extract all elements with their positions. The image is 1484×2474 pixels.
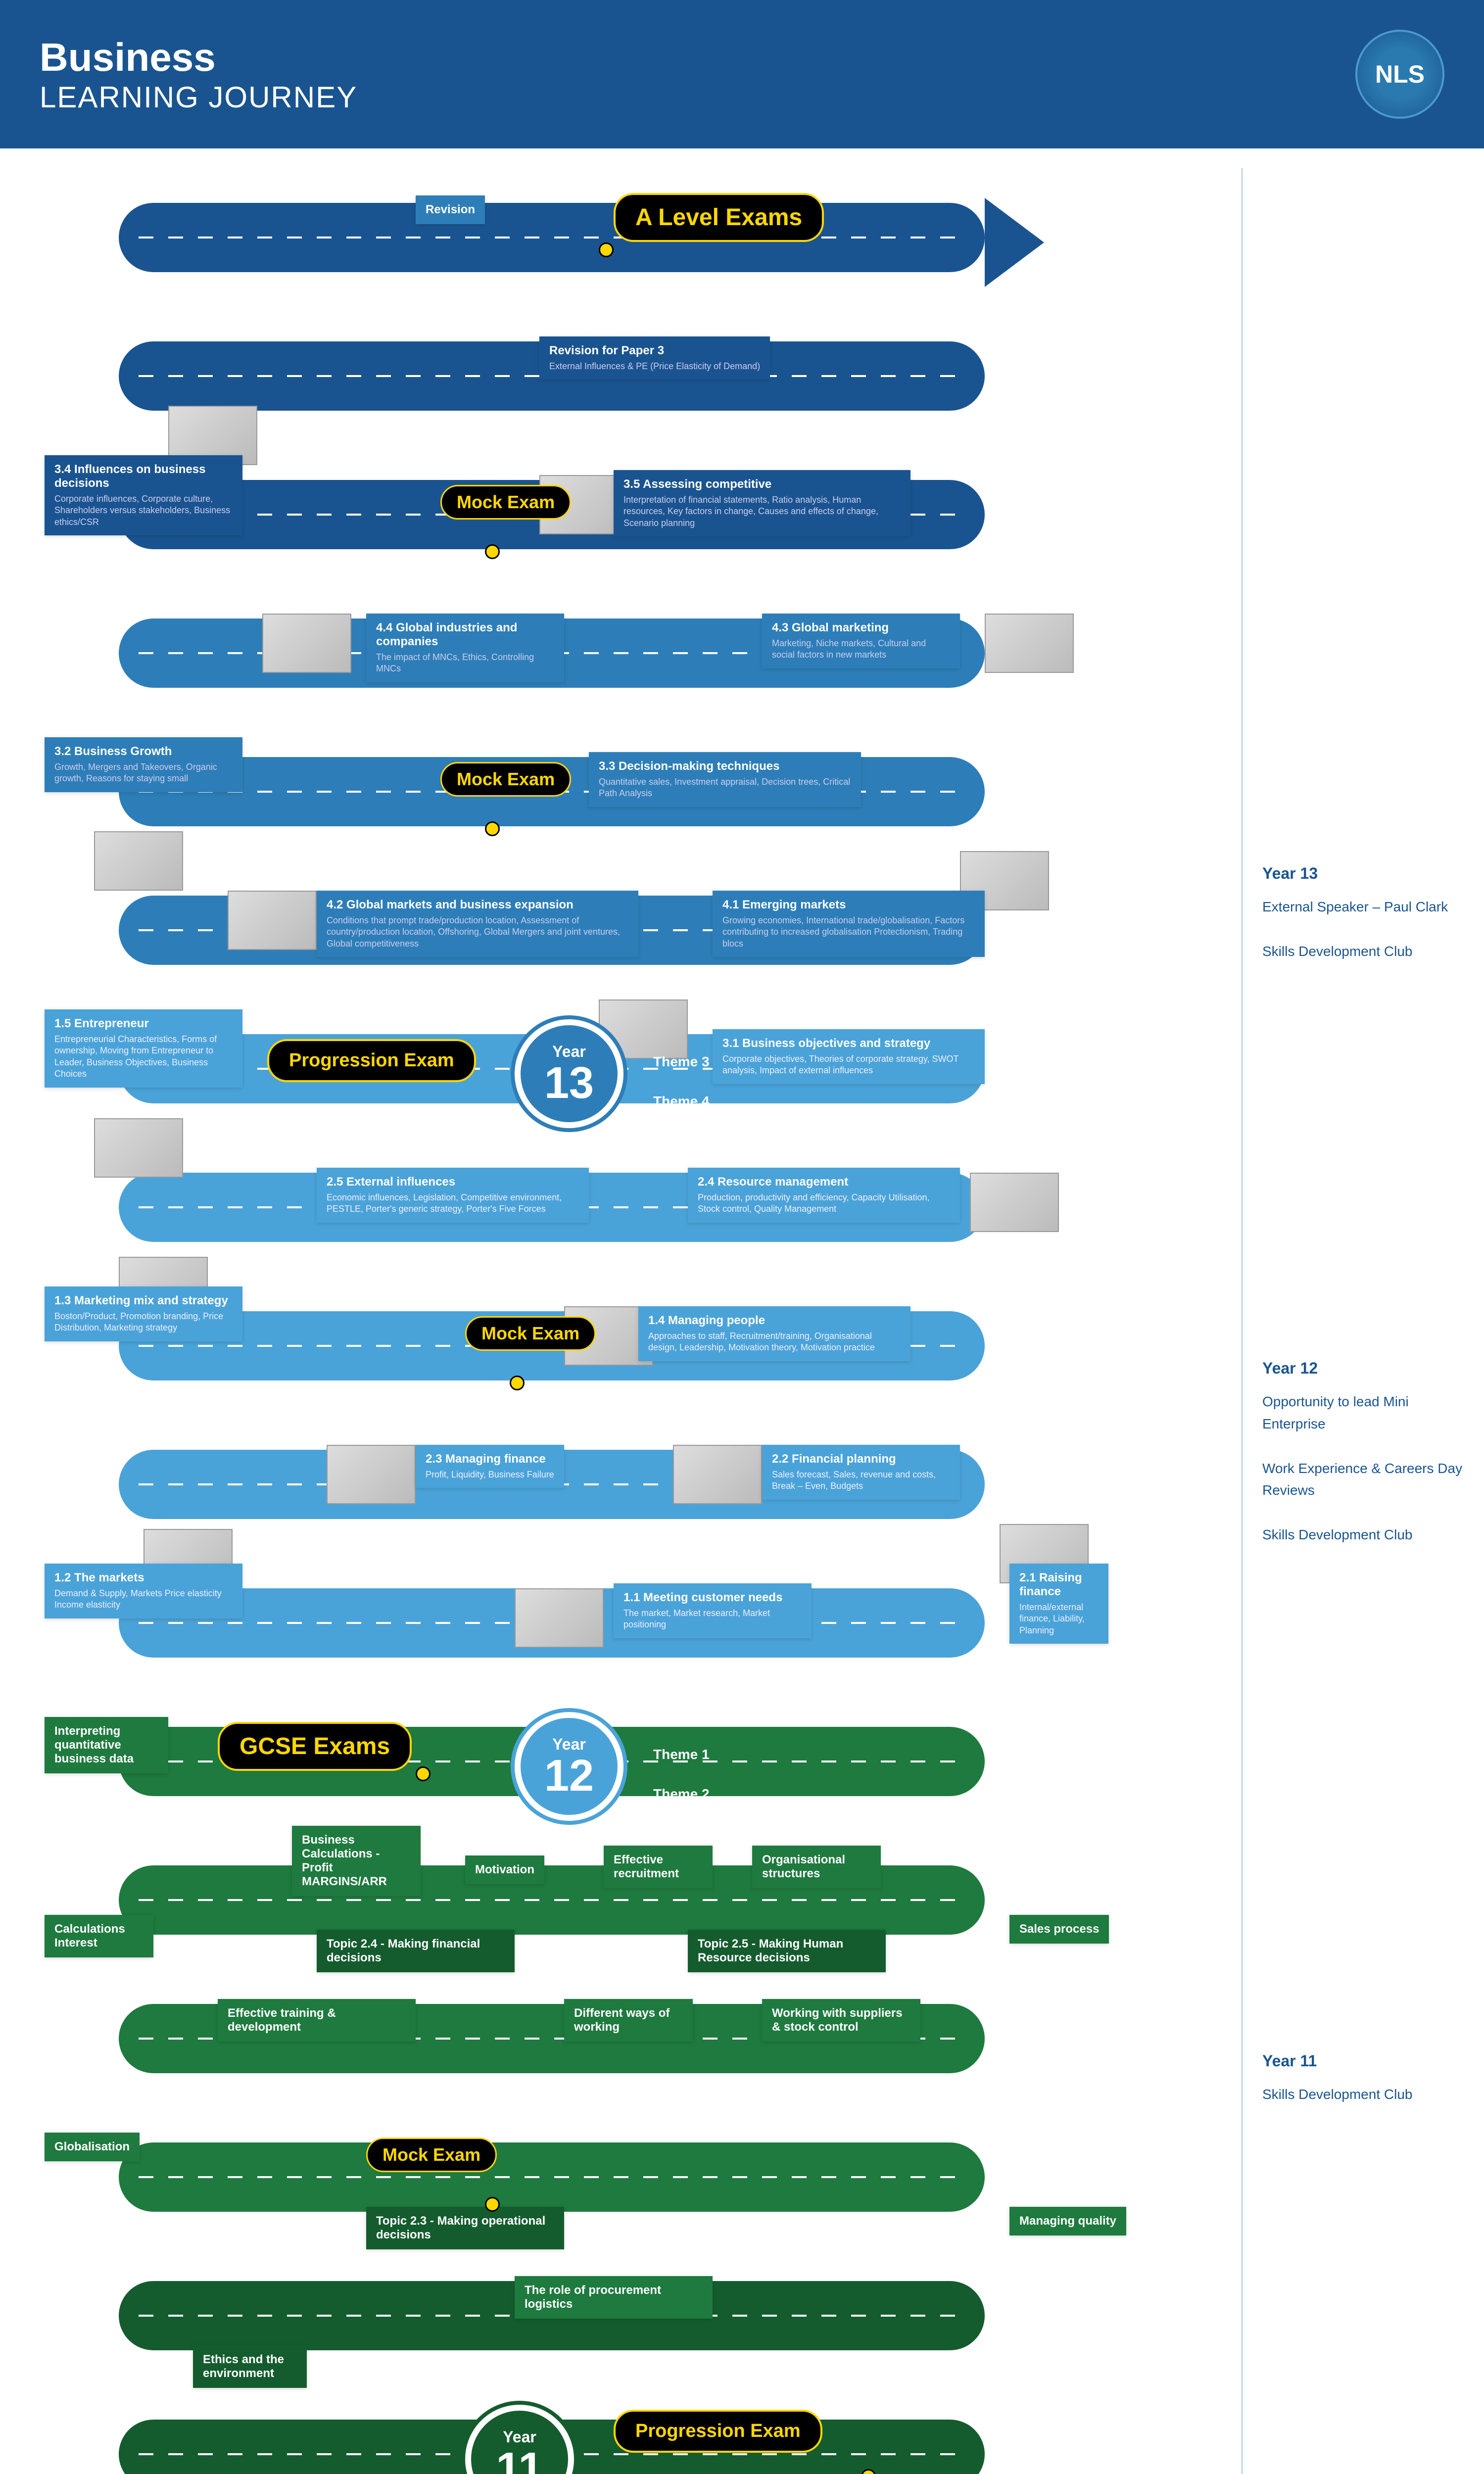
topic-box: 2.2 Financial planningSales forecast, Sa…: [762, 1445, 960, 1500]
year-11-circle: Year11: [465, 2405, 574, 2474]
topic-box: Motivation: [465, 1856, 544, 1884]
nls-logo: NLS: [1355, 30, 1444, 119]
topic-box: Business Calculations - Profit MARGINS/A…: [292, 1826, 421, 1896]
topic-box: Globalisation: [45, 2133, 140, 2161]
topic-box: Sales process: [1009, 1915, 1109, 1944]
header: Business LEARNING JOURNEY NLS: [0, 0, 1484, 148]
topic-box: 4.3 Global marketingMarketing, Niche mar…: [762, 614, 960, 668]
theme-3: Theme 3: [653, 1054, 710, 1070]
topic-box: Revision for Paper 3External Influences …: [539, 336, 770, 380]
topic-box: 3.4 Influences on business decisionsCorp…: [45, 455, 242, 535]
gcse-badge: GCSE Exams: [218, 1722, 412, 1771]
year-12-circle: Year12: [515, 1712, 623, 1821]
dot: [485, 544, 500, 559]
topic-box: 1.3 Marketing mix and strategyBoston/Pro…: [45, 1286, 242, 1341]
arrow-head: [985, 198, 1044, 287]
theme-2: Theme 2: [653, 1786, 710, 1802]
topic-box: Managing quality: [1009, 2207, 1126, 2236]
topic-box: 2.1 Raising financeInternal/external fin…: [1009, 1564, 1108, 1644]
topic-box: 4.4 Global industries and companiesThe i…: [366, 614, 564, 682]
theme-1: Theme 1: [653, 1747, 710, 1762]
topic-box: 1.5 EntrepreneurEntrepreneurial Characte…: [45, 1009, 242, 1088]
mock-badge: Mock Exam: [366, 2138, 497, 2172]
image-placeholder: [327, 1445, 416, 1504]
topic-box: 1.4 Managing peopleApproaches to staff, …: [638, 1306, 910, 1361]
image-placeholder: [94, 1118, 183, 1178]
road: [119, 203, 985, 272]
topic-box: 2.4 Resource managementProduction, produ…: [688, 1168, 960, 1223]
theme-4: Theme 4: [653, 1094, 710, 1109]
header-subtitle: LEARNING JOURNEY: [40, 80, 357, 114]
road: [119, 2142, 985, 2212]
sidebar-year-11: Year 11 Skills Development Club: [1262, 2048, 1412, 2106]
mock-badge: Mock Exam: [440, 762, 571, 797]
topic-box: 1.1 Meeting customer needsThe market, Ma…: [614, 1583, 812, 1638]
topic-box: Topic 2.3 - Making operational decisions: [366, 2207, 564, 2249]
topic-box: Ethics and the environment: [193, 2345, 307, 2388]
image-placeholder: [94, 831, 183, 891]
topic-box: 2.5 External influencesEconomic influenc…: [317, 1168, 589, 1223]
sidebar-year-12: Year 12 Opportunity to lead Mini Enterpr…: [1262, 1356, 1464, 1546]
topic-box: Working with suppliers & stock control: [762, 1999, 920, 2042]
dot: [485, 2197, 500, 2212]
dot: [599, 242, 614, 257]
mock-badge: Mock Exam: [440, 485, 571, 520]
topic-box: 3.2 Business GrowthGrowth, Mergers and T…: [45, 737, 242, 792]
mock-badge: Mock Exam: [465, 1316, 596, 1351]
topic-box: 3.3 Decision-making techniquesQuantitati…: [589, 752, 861, 807]
journey-diagram: A Level Exams Revision Mock Exam Mock Ex…: [20, 168, 1242, 2474]
topic-box: Calculations Interest: [45, 1915, 153, 1957]
year-13-circle: Year13: [515, 1019, 623, 1128]
image-placeholder: [673, 1445, 762, 1504]
topic-box: Effective training & development: [218, 1999, 416, 2042]
progression-badge: Progression Exam: [267, 1039, 476, 1082]
topic-box: Organisational structures: [752, 1846, 881, 1888]
progression-badge: Progression Exam: [614, 2410, 822, 2453]
dot: [416, 1766, 431, 1781]
header-title: Business: [40, 35, 357, 80]
topic-box: Interpreting quantitative business data: [45, 1717, 168, 1773]
topic-box: The role of procurement logistics: [515, 2276, 713, 2319]
sidebar-year-13: Year 13 External Speaker – Paul Clark Sk…: [1262, 861, 1448, 963]
image-placeholder: [515, 1588, 604, 1648]
image-placeholder: [228, 891, 317, 950]
image-placeholder: [985, 614, 1074, 673]
topic-box: 3.1 Business objectives and strategyCorp…: [713, 1029, 985, 1084]
topic-box: 2.3 Managing financeProfit, Liquidity, B…: [416, 1445, 564, 1488]
revision-box: Revision: [416, 195, 485, 224]
image-placeholder: [262, 614, 351, 673]
topic-box: Topic 2.4 - Making financial decisions: [317, 1930, 515, 1972]
topic-box: 3.5 Assessing competitiveInterpretation …: [614, 470, 910, 536]
topic-box: 4.2 Global markets and business expansio…: [317, 891, 638, 957]
sidebar: Year 13 External Speaker – Paul Clark Sk…: [1242, 168, 1464, 2474]
a-level-badge: A Level Exams: [614, 193, 824, 242]
topic-box: Different ways of working: [564, 1999, 693, 2042]
topic-box: Topic 2.5 - Making Human Resource decisi…: [688, 1930, 886, 1972]
image-placeholder: [970, 1173, 1059, 1232]
dot: [485, 821, 500, 836]
dot: [510, 1376, 525, 1390]
topic-box: 1.2 The marketsDemand & Supply, Markets …: [45, 1564, 242, 1618]
topic-box: 4.1 Emerging marketsGrowing economies, I…: [713, 891, 985, 957]
topic-box: Effective recruitment: [604, 1846, 713, 1888]
